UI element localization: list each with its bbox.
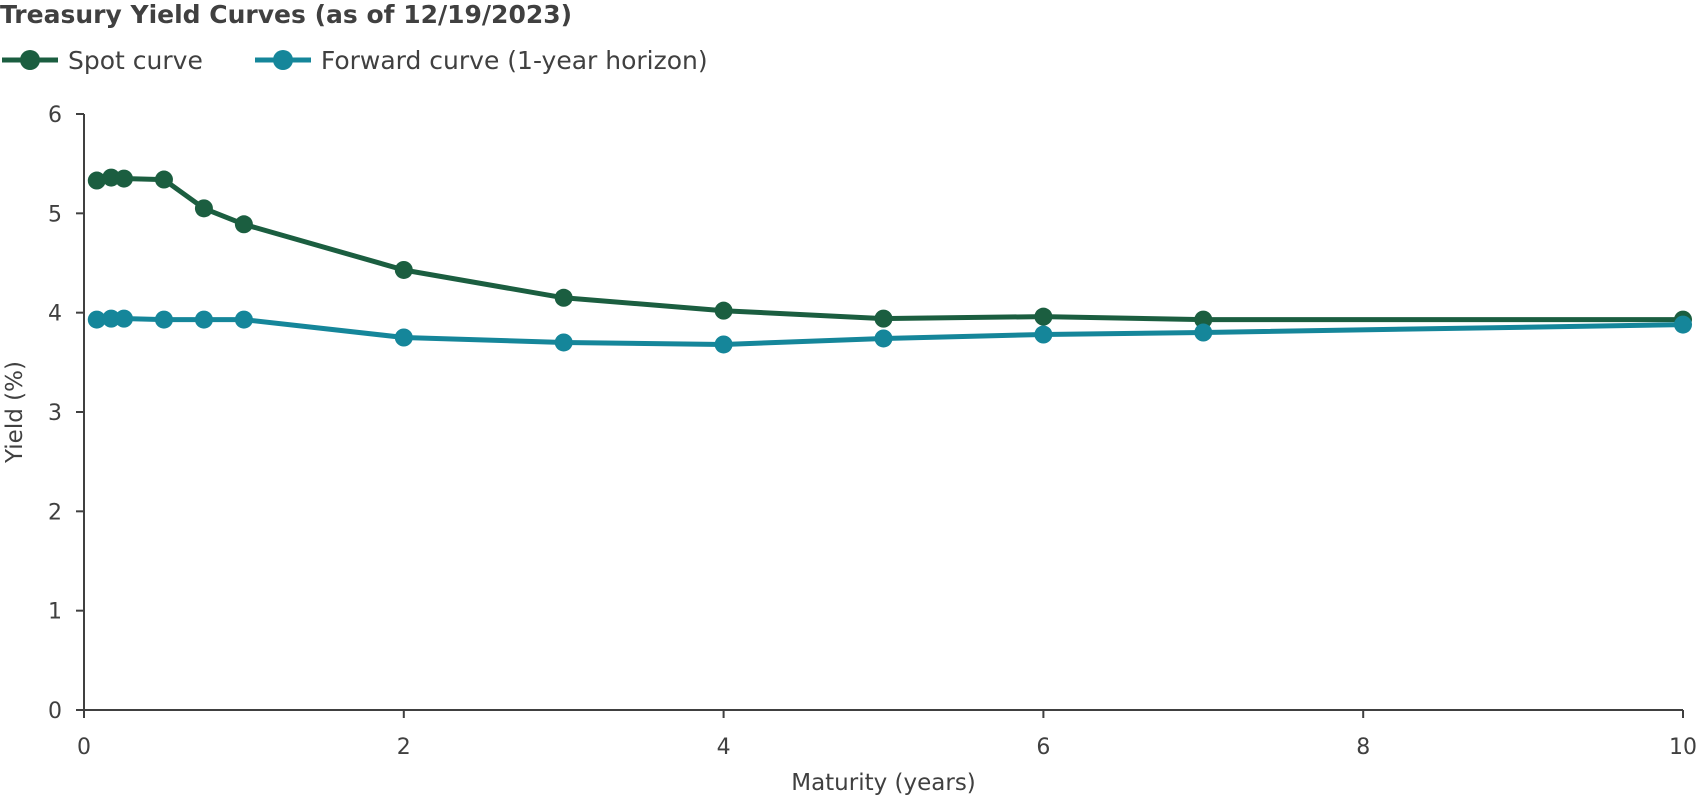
data-point[interactable]: [234, 310, 253, 329]
legend-label-spot: Spot curve: [68, 45, 203, 75]
y-tick-label: 5: [48, 202, 62, 227]
x-tick-label: 2: [397, 735, 411, 760]
data-point[interactable]: [114, 169, 133, 188]
data-point[interactable]: [1034, 307, 1053, 326]
series-line: [96, 175, 1683, 323]
data-point[interactable]: [102, 168, 121, 187]
y-tick-label: 6: [48, 103, 62, 128]
legend-swatch-spot: [2, 50, 58, 70]
data-point[interactable]: [874, 309, 893, 328]
series-spot: [87, 168, 1692, 329]
data-point[interactable]: [714, 301, 733, 320]
x-tick-label: 6: [1036, 735, 1050, 760]
legend-swatch-forward: [254, 50, 311, 70]
data-point[interactable]: [154, 170, 173, 189]
data-point[interactable]: [1674, 315, 1692, 334]
data-point[interactable]: [1194, 323, 1213, 342]
legend-label-forward: Forward curve (1-year horizon): [320, 45, 708, 75]
series-layer: [87, 168, 1692, 354]
x-tick-label: 0: [77, 735, 91, 760]
y-tick-label: 2: [48, 500, 62, 525]
x-axis-title: Maturity (years): [791, 770, 976, 796]
data-point[interactable]: [1194, 310, 1213, 329]
y-tick-label: 4: [48, 302, 62, 327]
axes: 0 1 2 3 4 5 6 0 2 4 6 8 10: [48, 103, 1697, 760]
y-tick-label: 3: [48, 401, 62, 426]
legend: Spot curve Forward curve (1-year horizon…: [0, 44, 758, 76]
data-point[interactable]: [714, 335, 733, 354]
data-point[interactable]: [87, 310, 106, 329]
y-tick-label: 0: [48, 699, 62, 724]
data-point[interactable]: [234, 215, 253, 234]
data-point[interactable]: [87, 171, 106, 190]
x-tick-label: 4: [717, 735, 731, 760]
data-point[interactable]: [874, 329, 893, 348]
y-axis-title: Yield (%): [2, 361, 28, 464]
data-point[interactable]: [194, 199, 213, 218]
legend-item-forward[interactable]: Forward curve (1-year horizon): [253, 46, 708, 75]
data-point[interactable]: [1034, 325, 1053, 344]
x-tick-label: 8: [1356, 735, 1370, 760]
data-point[interactable]: [194, 310, 213, 329]
data-point[interactable]: [554, 333, 573, 352]
y-tick-label: 1: [48, 600, 62, 625]
x-tick-label: 10: [1669, 735, 1697, 760]
series-forward: [87, 309, 1692, 354]
data-point[interactable]: [394, 260, 413, 279]
data-point[interactable]: [114, 309, 133, 328]
data-point[interactable]: [554, 288, 573, 307]
data-point[interactable]: [394, 328, 413, 347]
data-point[interactable]: [154, 310, 173, 329]
chart-title: Treasury Yield Curves (as of 12/19/2023): [0, 0, 573, 29]
legend-item-spot[interactable]: Spot curve: [0, 46, 203, 75]
data-point[interactable]: [102, 309, 121, 328]
